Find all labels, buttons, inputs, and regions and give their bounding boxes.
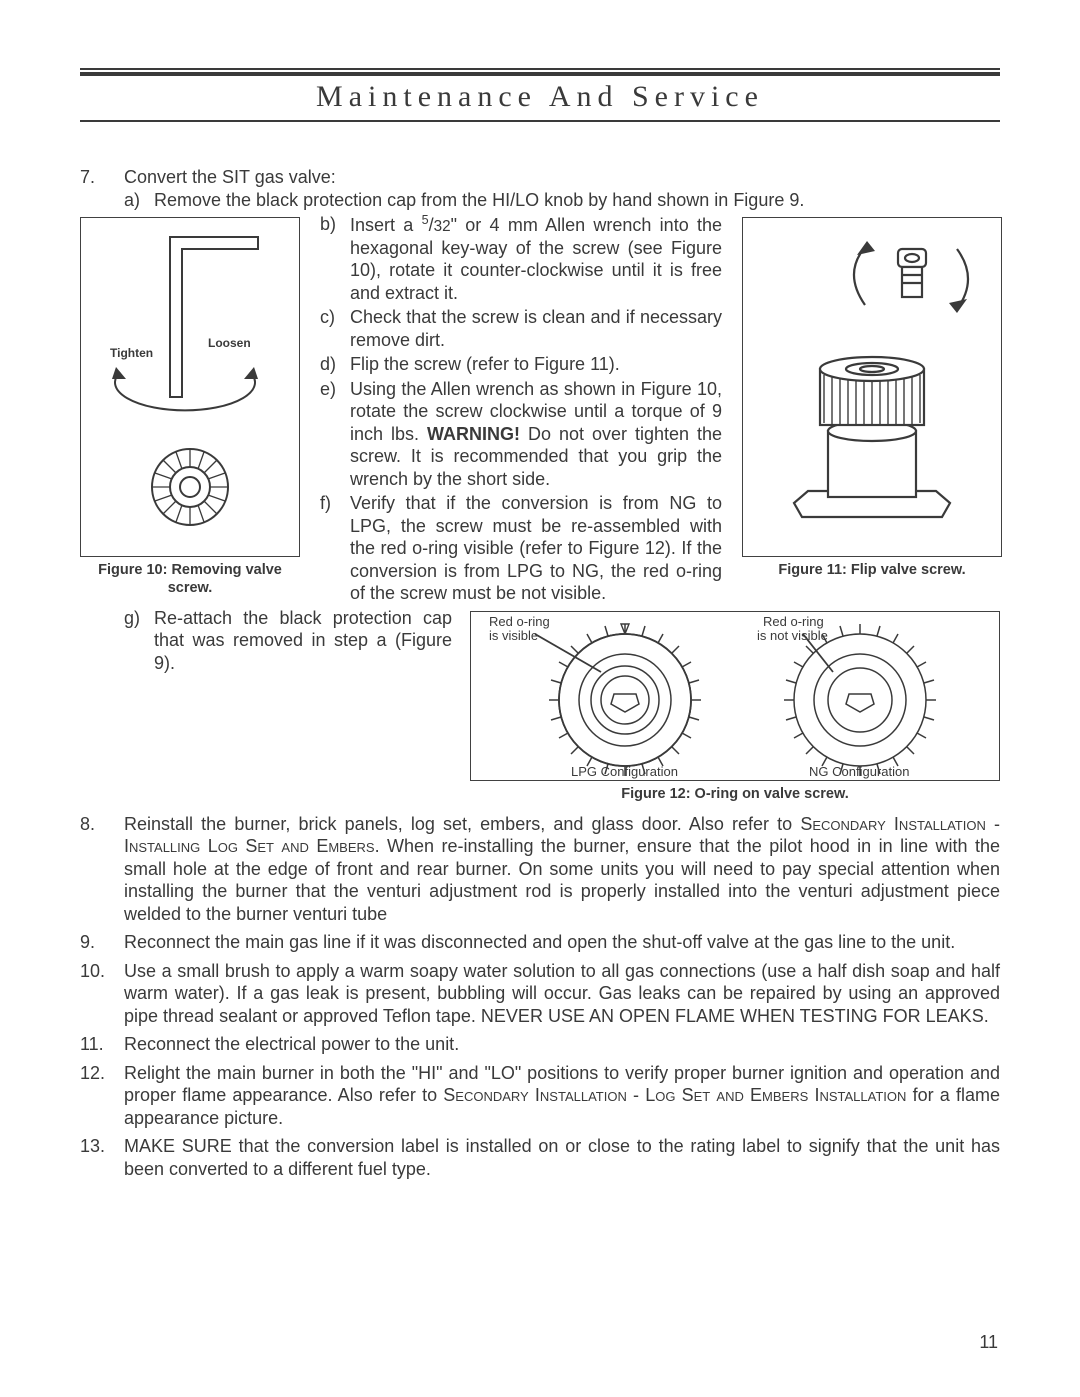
list-text: Using the Allen wrench as shown in Figur… bbox=[350, 378, 722, 491]
header: Maintenance And Service bbox=[80, 80, 1000, 120]
rule-bottom bbox=[80, 120, 1000, 122]
step-7-lead: Convert the SIT gas valve: bbox=[124, 166, 1000, 189]
step-7e: e) Using the Allen wrench as shown in Fi… bbox=[320, 378, 722, 491]
figure-12-caption: Figure 12: O-ring on valve screw. bbox=[470, 785, 1000, 803]
figure-11: Figure 11: Flip valve screw. bbox=[742, 217, 1002, 579]
ng-label: NG Configuration bbox=[809, 764, 909, 779]
list-text: Insert a 5/32" or 4 mm Allen wrench into… bbox=[350, 213, 722, 304]
step-9: 9. Reconnect the main gas line if it was… bbox=[80, 931, 1000, 954]
step-7d: d) Flip the screw (refer to Figure 11). bbox=[320, 353, 722, 376]
lpg-label: LPG Configuration bbox=[571, 764, 678, 779]
step-11: 11. Reconnect the electrical power to th… bbox=[80, 1033, 1000, 1056]
step-7b: b) Insert a 5/32" or 4 mm Allen wrench i… bbox=[320, 213, 722, 304]
oring-icon: Red o-ring is visible Red o-ring is not … bbox=[475, 612, 995, 780]
page-number: 11 bbox=[979, 1332, 998, 1353]
step-7c: c) Check that the screw is clean and if … bbox=[320, 306, 722, 351]
tighten-label: Tighten bbox=[110, 346, 153, 360]
figure-10-caption: Figure 10: Removing valve screw. bbox=[80, 561, 300, 597]
step-10: 10. Use a small brush to apply a warm so… bbox=[80, 960, 1000, 1028]
content: 7. Convert the SIT gas valve: a) Remove … bbox=[80, 166, 1000, 1180]
list-text: Verify that if the conversion is from NG… bbox=[350, 492, 722, 605]
step-11-body: Reconnect the electrical power to the un… bbox=[124, 1033, 1000, 1056]
rule-top bbox=[80, 68, 1000, 76]
step-7g: g) Re-attach the black protection cap th… bbox=[124, 607, 452, 675]
step-12: 12. Relight the main burner in both the … bbox=[80, 1062, 1000, 1130]
step-13-body: MAKE SURE that the conversion label is i… bbox=[124, 1135, 1000, 1180]
list-text: Check that the screw is clean and if nec… bbox=[350, 306, 722, 351]
list-letter: e) bbox=[320, 378, 350, 491]
step-number: 12. bbox=[80, 1062, 124, 1130]
step-7: 7. Convert the SIT gas valve: a) Remove … bbox=[80, 166, 1000, 807]
red-oring-visible-label: Red o-ring bbox=[489, 614, 550, 629]
page-title: Maintenance And Service bbox=[316, 80, 764, 113]
page: Maintenance And Service 7. Convert the S… bbox=[0, 0, 1080, 1397]
list-text: Remove the black protection cap from the… bbox=[154, 189, 1000, 212]
loosen-label: Loosen bbox=[208, 336, 251, 350]
list-letter: f) bbox=[320, 492, 350, 605]
list-letter: c) bbox=[320, 306, 350, 351]
step-7a: a) Remove the black protection cap from … bbox=[124, 189, 1000, 212]
step-13: 13. MAKE SURE that the conversion label … bbox=[80, 1135, 1000, 1180]
figure-11-box bbox=[742, 217, 1002, 557]
allen-wrench-icon: Tighten Loosen bbox=[90, 227, 290, 547]
svg-text:is not visible: is not visible bbox=[757, 628, 828, 643]
flip-valve-icon bbox=[757, 227, 987, 547]
list-text: Re-attach the black protection cap that … bbox=[154, 607, 452, 675]
step-number: 8. bbox=[80, 813, 124, 926]
figure-12: Red o-ring is visible Red o-ring is not … bbox=[470, 611, 1000, 803]
figure-12-box: Red o-ring is visible Red o-ring is not … bbox=[470, 611, 1000, 781]
list-letter: a) bbox=[124, 189, 154, 212]
svg-text:is visible: is visible bbox=[489, 628, 538, 643]
step-10-body: Use a small brush to apply a warm soapy … bbox=[124, 960, 1000, 1028]
step-number: 11. bbox=[80, 1033, 124, 1056]
step-number: 13. bbox=[80, 1135, 124, 1180]
step-9-body: Reconnect the main gas line if it was di… bbox=[124, 931, 1000, 954]
step-8-body: Reinstall the burner, brick panels, log … bbox=[124, 813, 1000, 926]
step-7f: f) Verify that if the conversion is from… bbox=[320, 492, 722, 605]
list-letter: d) bbox=[320, 353, 350, 376]
step-7-middle: b) Insert a 5/32" or 4 mm Allen wrench i… bbox=[320, 213, 722, 607]
step-8: 8. Reinstall the burner, brick panels, l… bbox=[80, 813, 1000, 926]
list-letter: g) bbox=[124, 607, 154, 675]
list-text: Flip the screw (refer to Figure 11). bbox=[350, 353, 722, 376]
red-oring-not-visible-label: Red o-ring bbox=[763, 614, 824, 629]
list-letter: b) bbox=[320, 213, 350, 304]
figure-11-caption: Figure 11: Flip valve screw. bbox=[742, 561, 1002, 579]
step-12-body: Relight the main burner in both the "HI"… bbox=[124, 1062, 1000, 1130]
step-number: 10. bbox=[80, 960, 124, 1028]
step-number: 9. bbox=[80, 931, 124, 954]
figure-10-box: Tighten Loosen bbox=[80, 217, 300, 557]
figure-10: Tighten Loosen Figure 10: Removing valve… bbox=[80, 217, 300, 597]
